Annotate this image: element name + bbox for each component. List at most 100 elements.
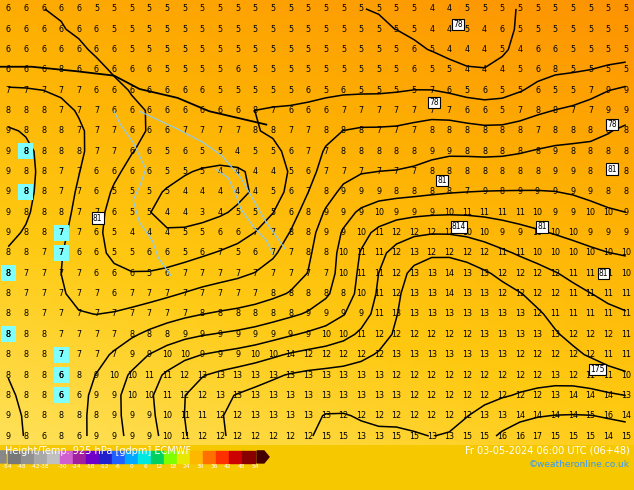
Text: 5: 5 — [323, 45, 328, 54]
Text: 12: 12 — [550, 269, 560, 278]
Text: 9: 9 — [6, 188, 11, 196]
Text: 12: 12 — [409, 411, 419, 420]
Text: 12: 12 — [179, 370, 190, 379]
Text: 8: 8 — [341, 147, 346, 156]
Text: 5: 5 — [570, 24, 576, 34]
Text: 5: 5 — [235, 4, 240, 13]
Text: 11: 11 — [179, 432, 190, 441]
Text: 13: 13 — [285, 391, 295, 400]
Text: 7: 7 — [376, 106, 381, 115]
Text: 8: 8 — [41, 126, 46, 135]
Text: 6: 6 — [288, 188, 293, 196]
Text: 5: 5 — [323, 86, 328, 95]
Text: 13: 13 — [285, 370, 295, 379]
Text: 5: 5 — [253, 208, 258, 217]
Text: 5: 5 — [253, 66, 258, 74]
Text: 6: 6 — [59, 4, 63, 13]
Text: 10: 10 — [550, 228, 560, 237]
Text: 5: 5 — [217, 4, 223, 13]
Text: 10: 10 — [374, 208, 384, 217]
Text: 8: 8 — [23, 248, 29, 257]
Text: 5: 5 — [376, 24, 381, 34]
FancyBboxPatch shape — [53, 387, 68, 403]
Text: 7: 7 — [76, 86, 81, 95]
Text: 7: 7 — [129, 289, 134, 298]
Text: 5: 5 — [182, 24, 187, 34]
Text: 7: 7 — [129, 310, 134, 318]
Text: 5: 5 — [253, 86, 258, 95]
Text: 9: 9 — [6, 411, 11, 420]
Text: 7: 7 — [58, 330, 64, 339]
Text: 8: 8 — [270, 289, 275, 298]
Text: 11: 11 — [621, 350, 631, 359]
Text: 8: 8 — [623, 167, 628, 176]
Text: 6: 6 — [23, 45, 29, 54]
Text: 7: 7 — [147, 310, 152, 318]
Text: 7: 7 — [323, 147, 328, 156]
Text: 16: 16 — [515, 432, 525, 441]
Text: 8: 8 — [553, 106, 558, 115]
Text: 5: 5 — [235, 86, 240, 95]
Text: 12: 12 — [497, 391, 507, 400]
Text: 12: 12 — [515, 350, 525, 359]
Text: 6: 6 — [200, 86, 205, 95]
Text: 6: 6 — [535, 66, 540, 74]
Text: 7: 7 — [341, 167, 346, 176]
Text: 14: 14 — [603, 391, 613, 400]
Text: 6: 6 — [147, 106, 152, 115]
FancyBboxPatch shape — [1, 326, 16, 343]
Text: 8: 8 — [288, 289, 293, 298]
Text: 42: 42 — [224, 464, 231, 469]
Text: 8: 8 — [482, 147, 487, 156]
Text: 5: 5 — [147, 24, 152, 34]
Text: 5: 5 — [164, 66, 169, 74]
Text: 12: 12 — [155, 464, 163, 469]
Text: 14: 14 — [515, 411, 525, 420]
Text: 8: 8 — [341, 126, 346, 135]
Text: 6: 6 — [112, 106, 117, 115]
Text: 5: 5 — [235, 248, 240, 257]
Text: 7: 7 — [58, 350, 64, 359]
Text: 7: 7 — [94, 126, 99, 135]
Text: 10: 10 — [162, 432, 172, 441]
Text: 6: 6 — [465, 106, 469, 115]
Text: 9: 9 — [182, 330, 187, 339]
Bar — [34, 451, 47, 463]
Text: 6: 6 — [500, 24, 505, 34]
Text: 7: 7 — [41, 310, 46, 318]
Text: 9: 9 — [6, 208, 11, 217]
Text: 6: 6 — [94, 24, 99, 34]
Text: 8: 8 — [41, 208, 46, 217]
Text: 12: 12 — [409, 330, 419, 339]
Text: 8: 8 — [535, 147, 540, 156]
Text: 11: 11 — [585, 310, 595, 318]
Text: 5: 5 — [323, 4, 328, 13]
Text: 9: 9 — [605, 86, 611, 95]
Text: 6: 6 — [41, 24, 46, 34]
Text: 4: 4 — [235, 147, 240, 156]
Text: 12: 12 — [250, 432, 261, 441]
Text: 12: 12 — [427, 248, 437, 257]
Bar — [86, 451, 99, 463]
Bar — [242, 451, 255, 463]
Text: -12: -12 — [100, 464, 109, 469]
Text: 6: 6 — [147, 147, 152, 156]
Text: 10: 10 — [568, 228, 578, 237]
Text: 12: 12 — [427, 370, 437, 379]
Text: 5: 5 — [394, 86, 399, 95]
Text: 5: 5 — [147, 4, 152, 13]
Text: 10: 10 — [356, 228, 366, 237]
Text: 9: 9 — [323, 310, 328, 318]
Text: 7: 7 — [182, 289, 187, 298]
Text: 8: 8 — [429, 126, 434, 135]
Bar — [99, 451, 112, 463]
Text: 6: 6 — [129, 126, 134, 135]
Text: 12: 12 — [409, 391, 419, 400]
Text: 13: 13 — [515, 310, 525, 318]
Text: 9: 9 — [429, 208, 434, 217]
Text: 5: 5 — [288, 66, 293, 74]
Text: 15: 15 — [409, 432, 419, 441]
Text: 7: 7 — [164, 310, 169, 318]
Bar — [203, 451, 216, 463]
Text: 12: 12 — [479, 391, 489, 400]
